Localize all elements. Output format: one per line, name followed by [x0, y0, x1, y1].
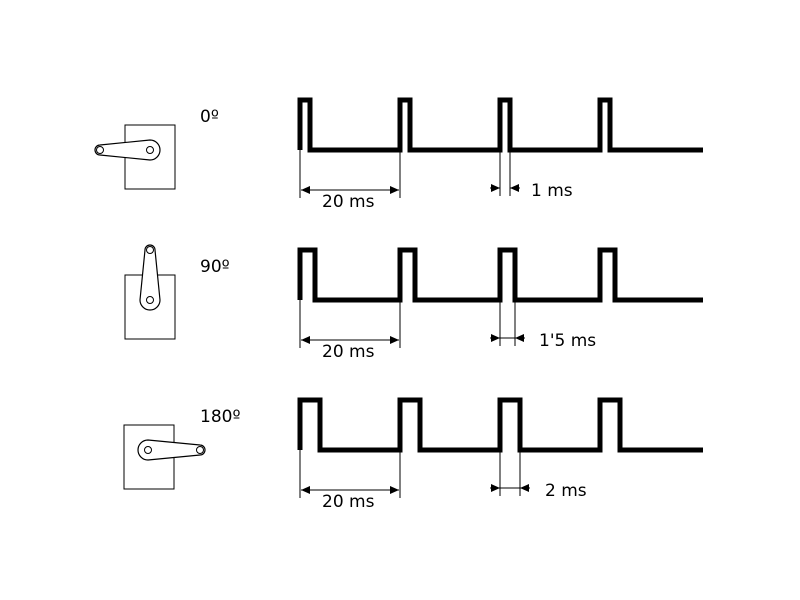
pwm-waveform	[297, 397, 703, 453]
pulse-width-label: 1'5 ms	[539, 331, 596, 351]
servo-90-icon	[124, 244, 176, 340]
servo-horn-icon	[139, 244, 161, 311]
dimension-lines	[299, 450, 530, 498]
row-0-degrees: 0º 20 ms 1 ms	[94, 97, 703, 212]
angle-label: 0º	[200, 107, 219, 127]
servo-180-icon	[123, 424, 206, 490]
row-180-degrees: 180º 20 ms 2 ms	[123, 397, 703, 512]
servo-horn-icon	[94, 139, 161, 161]
hub-hole	[146, 296, 154, 304]
angle-label: 90º	[200, 257, 230, 277]
pwm-waveform	[297, 247, 703, 303]
dimension-lines	[299, 300, 525, 348]
hub-hole	[146, 146, 154, 154]
period-label: 20 ms	[322, 342, 375, 362]
pulse-width-label: 2 ms	[545, 481, 587, 501]
row-90-degrees: 90º 20 ms 1'5 ms	[124, 244, 703, 362]
dimension-lines	[299, 150, 520, 198]
tip-hole	[146, 246, 154, 254]
servo-horn-icon	[137, 439, 206, 461]
period-label: 20 ms	[322, 492, 375, 512]
pwm-waveform	[297, 97, 703, 153]
servo-0-icon	[94, 124, 176, 190]
period-label: 20 ms	[322, 192, 375, 212]
tip-hole	[96, 146, 104, 154]
hub-hole	[144, 446, 152, 454]
pulse-width-label: 1 ms	[531, 181, 573, 201]
angle-label: 180º	[200, 407, 240, 427]
tip-hole	[196, 446, 204, 454]
